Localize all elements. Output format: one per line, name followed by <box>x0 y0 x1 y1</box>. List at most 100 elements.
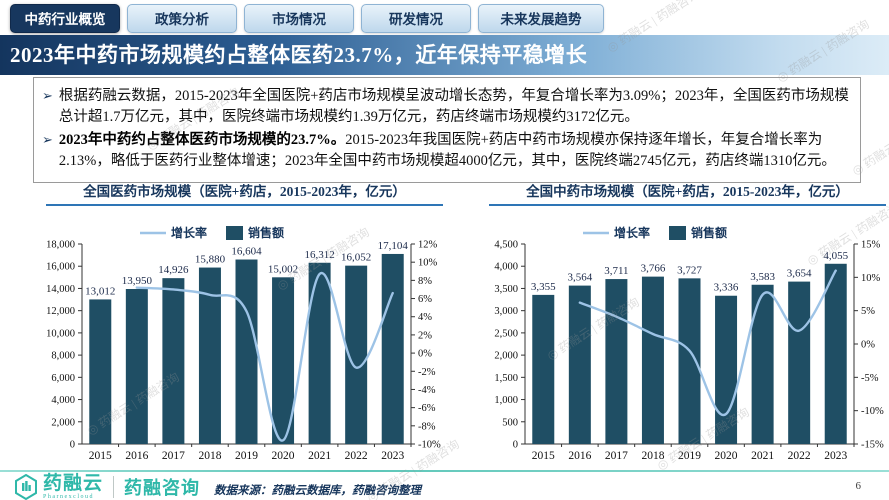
svg-text:14,000: 14,000 <box>46 284 75 295</box>
svg-text:0: 0 <box>513 440 518 451</box>
svg-text:2015: 2015 <box>89 450 112 462</box>
svg-text:13,012: 13,012 <box>85 285 115 297</box>
brand-name: 药融云 <box>43 473 104 494</box>
bullet-2: ➢ 2023年中药约占整体医药市场规模的23.7%。2015-2023年我国医院+… <box>42 130 852 172</box>
svg-text:3,500: 3,500 <box>494 284 518 295</box>
brand-secondary: 药融咨询 <box>124 478 201 498</box>
svg-text:16,604: 16,604 <box>231 246 262 258</box>
svg-text:2020: 2020 <box>272 450 295 462</box>
svg-text:2015: 2015 <box>532 450 555 462</box>
svg-text:3,727: 3,727 <box>677 264 702 276</box>
pharma-market-chart: 0 2,000 4,000 6,000 8,000 10,000 12,000 14,000 1… <box>46 225 441 462</box>
chart-title-tcm: 全国中药市场规模（医院+药店，2015-2023年，亿元） <box>489 180 886 206</box>
bullet-text: 2023年中药约占整体医药市场规模的23.7%。2015-2023年我国医院+药… <box>58 132 836 170</box>
svg-text:16,000: 16,000 <box>46 262 75 273</box>
brand-logo: 药融云 Pharnexcloud <box>14 474 103 500</box>
svg-text:3,355: 3,355 <box>531 281 556 293</box>
svg-text:-10%: -10% <box>418 440 441 451</box>
svg-text:3,711: 3,711 <box>604 265 628 277</box>
svg-text:12,000: 12,000 <box>46 306 75 317</box>
svg-text:2019: 2019 <box>678 450 701 462</box>
svg-text:-10%: -10% <box>861 406 884 417</box>
brand-separator <box>113 476 115 498</box>
svg-text:8%: 8% <box>418 276 432 287</box>
svg-text:2021: 2021 <box>308 450 331 462</box>
svg-text:2,500: 2,500 <box>494 328 518 339</box>
svg-text:5%: 5% <box>861 306 875 317</box>
svg-text:18,000: 18,000 <box>46 240 75 251</box>
svg-text:3,564: 3,564 <box>567 272 592 284</box>
svg-text:16,312: 16,312 <box>304 249 334 261</box>
svg-text:2018: 2018 <box>641 450 664 462</box>
svg-text:2018: 2018 <box>198 450 221 462</box>
tab-4[interactable]: 研发情况 <box>361 4 471 33</box>
svg-text:3,336: 3,336 <box>714 282 739 294</box>
svg-text:15,880: 15,880 <box>195 254 226 266</box>
svg-text:4,500: 4,500 <box>494 240 518 251</box>
svg-text:-2%: -2% <box>418 367 436 378</box>
charts-row: 全国医药市场规模（医院+药店，2015-2023年，亿元） 0 2,000 4,00… <box>0 180 889 471</box>
data-source-note: 数据来源：药融云数据库，药融咨询整理 <box>214 485 422 497</box>
svg-text:增长率: 增长率 <box>171 225 207 240</box>
chart-tcm: 全国中药市场规模（医院+药店，2015-2023年，亿元） 0 500 1,000 1… <box>475 180 889 471</box>
svg-text:2,000: 2,000 <box>51 417 75 428</box>
svg-text:2022: 2022 <box>788 450 811 462</box>
bullet-arrow-icon: ➢ <box>42 88 53 103</box>
summary-box: ➢ 根据药融云数据，2015-2023年全国医院+药店市场规模呈波动增长态势，年复… <box>33 77 861 184</box>
svg-text:0%: 0% <box>418 349 432 360</box>
svg-text:13,950: 13,950 <box>122 275 153 287</box>
bullet-arrow-icon: ➢ <box>42 132 53 148</box>
title-banner: 2023年中药市场规模约占整体医药23.7%，近年保持平稳增长 <box>0 35 889 75</box>
tab-bar: 中药行业概览 政策分析 市场情况 研发情况 未来发展趋势 <box>10 4 604 33</box>
svg-text:10%: 10% <box>418 258 438 269</box>
tcm-market-chart: 0 500 1,000 1,500 2,000 2,500 3,000 3,500 4,000 4… <box>494 225 884 462</box>
svg-text:销售额: 销售额 <box>691 225 727 240</box>
chart-title-pharma: 全国医药市场规模（医院+药店，2015-2023年，亿元） <box>46 180 443 206</box>
svg-text:2023: 2023 <box>381 450 404 462</box>
bullet-text: 根据药融云数据，2015-2023年全国医院+药店市场规模呈波动增长态势，年复合… <box>58 88 849 126</box>
tab-5[interactable]: 未来发展趋势 <box>478 4 604 33</box>
svg-text:2023: 2023 <box>824 450 847 462</box>
page-title: 2023年中药市场规模约占整体医药23.7%，近年保持平稳增长 <box>10 43 588 67</box>
svg-text:10,000: 10,000 <box>46 328 75 339</box>
svg-text:2016: 2016 <box>568 450 591 462</box>
svg-text:10%: 10% <box>861 273 881 284</box>
svg-text:2016: 2016 <box>125 450 148 462</box>
svg-text:-15%: -15% <box>861 440 884 451</box>
svg-text:4%: 4% <box>418 312 432 323</box>
svg-text:15%: 15% <box>861 240 881 251</box>
svg-text:15,002: 15,002 <box>268 263 298 275</box>
svg-text:16,052: 16,052 <box>341 252 371 264</box>
svg-text:500: 500 <box>502 417 518 428</box>
hexagon-logo-icon <box>15 474 37 500</box>
svg-text:2%: 2% <box>418 330 432 341</box>
brand-subtitle: Pharnexcloud <box>43 494 94 500</box>
svg-text:2022: 2022 <box>345 450 368 462</box>
svg-text:12%: 12% <box>418 240 438 251</box>
bullet-1: ➢ 根据药融云数据，2015-2023年全国医院+药店市场规模呈波动增长态势，年复… <box>42 86 852 128</box>
svg-text:-4%: -4% <box>418 385 436 396</box>
svg-text:-8%: -8% <box>418 421 436 432</box>
svg-text:-5%: -5% <box>861 373 879 384</box>
tab-2[interactable]: 政策分析 <box>127 4 237 33</box>
svg-text:3,654: 3,654 <box>787 268 812 280</box>
footer-divider <box>0 470 889 472</box>
svg-text:1,500: 1,500 <box>494 373 518 384</box>
svg-text:2019: 2019 <box>235 450 258 462</box>
svg-text:销售额: 销售额 <box>248 225 284 240</box>
svg-text:增长率: 增长率 <box>614 225 650 240</box>
chart-national-pharma: 全国医药市场规模（医院+药店，2015-2023年，亿元） 0 2,000 4,00… <box>32 180 457 471</box>
svg-text:2020: 2020 <box>715 450 738 462</box>
svg-text:2017: 2017 <box>605 450 628 462</box>
svg-text:6,000: 6,000 <box>51 373 75 384</box>
svg-text:0%: 0% <box>861 340 875 351</box>
svg-text:14,926: 14,926 <box>158 264 189 276</box>
svg-text:-6%: -6% <box>418 403 436 414</box>
svg-text:8,000: 8,000 <box>51 351 75 362</box>
svg-text:4,000: 4,000 <box>51 395 75 406</box>
svg-text:1,000: 1,000 <box>494 395 518 406</box>
tab-3[interactable]: 市场情况 <box>244 4 354 33</box>
svg-text:3,583: 3,583 <box>750 271 775 283</box>
tab-1[interactable]: 中药行业概览 <box>10 4 120 33</box>
svg-text:2021: 2021 <box>751 450 774 462</box>
